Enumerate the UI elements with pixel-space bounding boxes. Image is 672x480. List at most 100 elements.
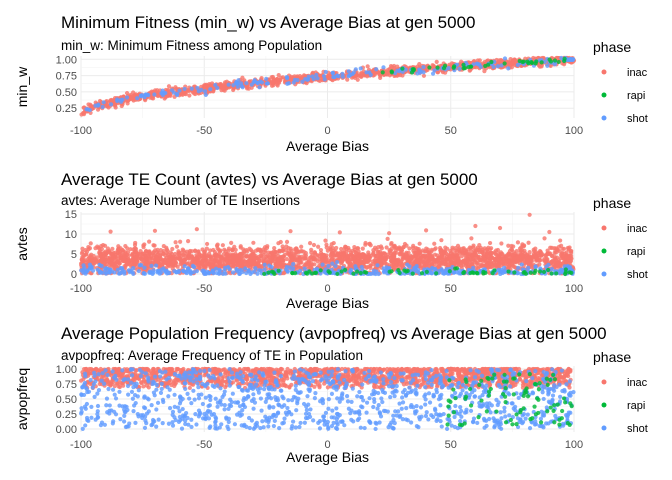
point-inac — [477, 250, 482, 255]
point-inac — [89, 252, 94, 257]
point-inac — [131, 247, 136, 252]
point-shot — [147, 270, 152, 275]
point-inac — [108, 229, 113, 234]
point-rapi — [475, 271, 480, 276]
x-tick-label: 100 — [565, 125, 583, 137]
point-inac — [435, 253, 440, 258]
point-shot — [223, 265, 228, 270]
point-inac — [370, 259, 375, 264]
point-shot — [189, 86, 194, 91]
point-inac — [410, 261, 415, 266]
point-inac — [204, 246, 209, 251]
point-inac — [276, 73, 281, 78]
point-inac — [218, 254, 223, 259]
point-shot — [136, 268, 141, 274]
point-inac — [281, 254, 286, 259]
point-inac — [110, 246, 115, 251]
point-inac — [434, 261, 439, 266]
point-inac — [240, 257, 246, 262]
point-inac — [340, 258, 345, 263]
point-shot — [249, 82, 254, 87]
point-rapi — [483, 63, 488, 69]
point-inac — [211, 247, 216, 253]
point-inac — [231, 256, 236, 261]
point-inac — [153, 259, 158, 264]
point-inac — [517, 257, 522, 262]
point-shot — [191, 270, 196, 275]
point-inac — [387, 231, 392, 236]
point-inac — [126, 253, 131, 258]
point-shot — [303, 77, 308, 82]
point-shot — [295, 77, 300, 83]
point-inac — [205, 241, 210, 247]
point-shot — [353, 67, 358, 72]
point-shot — [457, 66, 462, 71]
point-shot — [203, 92, 208, 98]
point-inac — [450, 254, 455, 260]
point-shot — [81, 267, 86, 272]
point-inac — [331, 253, 337, 258]
point-inac — [247, 258, 252, 263]
point-rapi — [541, 269, 547, 275]
legend-key-inac — [601, 69, 607, 75]
point-rapi — [506, 269, 511, 274]
point-shot — [190, 263, 196, 268]
point-inac — [391, 265, 396, 270]
point-inac — [257, 258, 262, 263]
point-inac — [276, 261, 281, 266]
point-shot — [499, 63, 504, 68]
point-inac — [126, 261, 131, 266]
point-inac — [311, 255, 317, 260]
point-inac — [453, 248, 459, 253]
point-inac — [363, 242, 368, 247]
point-inac — [225, 252, 230, 257]
point-shot — [239, 83, 244, 89]
y-axis-title: min_w — [14, 66, 30, 107]
point-rapi — [389, 269, 394, 274]
point-inac — [337, 230, 342, 235]
point-rapi — [554, 271, 559, 276]
y-tick-label: 10 — [65, 229, 77, 241]
point-rapi — [481, 269, 486, 274]
point-inac — [153, 248, 158, 253]
point-inac — [133, 255, 138, 261]
point-rapi — [424, 269, 429, 274]
point-shot — [160, 88, 165, 93]
point-shot — [368, 72, 373, 77]
point-inac — [532, 249, 537, 254]
scatter-points — [79, 212, 576, 277]
point-shot — [571, 57, 576, 62]
point-shot — [335, 73, 340, 78]
point-rapi — [537, 269, 543, 274]
point-shot — [506, 66, 511, 71]
point-inac — [323, 238, 328, 243]
point-inac — [376, 244, 381, 250]
point-inac — [178, 239, 183, 244]
point-shot — [545, 63, 550, 68]
point-shot — [202, 89, 208, 94]
point-inac — [87, 246, 93, 251]
point-inac — [485, 250, 490, 255]
point-inac — [498, 260, 504, 265]
point-shot — [414, 263, 419, 269]
point-inac — [439, 255, 444, 260]
point-shot — [457, 271, 462, 276]
point-inac — [118, 255, 123, 260]
point-inac — [382, 251, 387, 256]
point-inac — [345, 258, 351, 263]
point-inac — [475, 255, 480, 260]
point-inac — [246, 262, 251, 267]
point-inac — [276, 241, 281, 246]
point-inac — [389, 246, 394, 251]
point-inac — [170, 256, 175, 261]
point-shot — [249, 270, 255, 275]
point-inac — [246, 86, 251, 91]
point-inac — [527, 212, 532, 217]
point-inac — [339, 246, 344, 252]
point-inac — [309, 247, 314, 252]
point-inac — [473, 248, 478, 253]
point-inac — [187, 248, 193, 254]
point-inac — [515, 240, 521, 245]
